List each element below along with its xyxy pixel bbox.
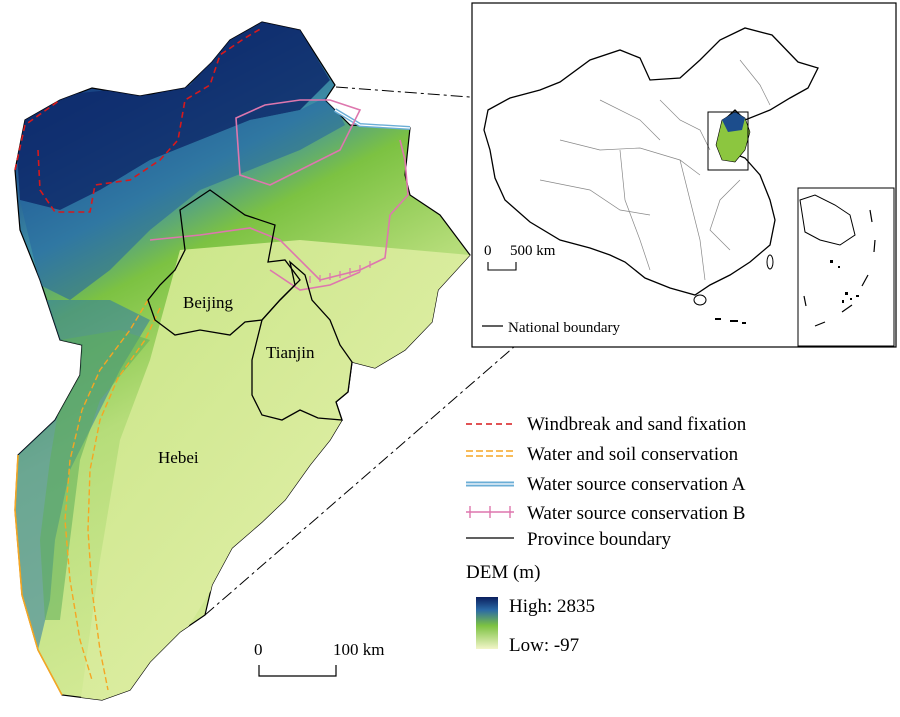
national-boundary-label: National boundary bbox=[508, 320, 621, 336]
windbreak-zone-line-west bbox=[14, 99, 61, 171]
main-scale-distance: 100 km bbox=[333, 640, 384, 659]
legend-label-water-source-a: Water source conservation A bbox=[527, 474, 746, 495]
dem-low-label: Low: -97 bbox=[509, 635, 579, 656]
inset-internal-boundaries bbox=[539, 59, 771, 281]
tianjin-boundary bbox=[251, 260, 353, 421]
south-china-sea-inset bbox=[797, 187, 895, 347]
beijing-boundary bbox=[147, 189, 301, 336]
main-scale-bar: 0 100 km bbox=[254, 640, 384, 677]
inset-map: 0 500 km National boundary bbox=[471, 2, 897, 348]
taiwan-island bbox=[766, 254, 774, 270]
water-soil-zone bbox=[14, 299, 161, 696]
water-source-a-zone bbox=[333, 108, 411, 130]
inset-scale-zero: 0 bbox=[484, 243, 492, 259]
dem-color-ramp bbox=[476, 597, 498, 649]
windbreak-zone-line bbox=[37, 27, 263, 213]
leader-line-bottom bbox=[204, 169, 719, 616]
dem-high-label: High: 2835 bbox=[509, 596, 595, 617]
legend-swatch-water-source-b bbox=[466, 506, 514, 518]
terrain-shading bbox=[15, 22, 470, 700]
legend-label-water-soil: Water and soil conservation bbox=[527, 444, 739, 465]
main-scale-zero: 0 bbox=[254, 640, 263, 659]
dem-title: DEM (m) bbox=[466, 562, 540, 583]
legend-label-windbreak: Windbreak and sand fixation bbox=[527, 414, 747, 435]
legend: Windbreak and sand fixation Water and so… bbox=[466, 414, 747, 656]
inset-small-islands bbox=[715, 318, 746, 324]
hainan-island bbox=[693, 294, 707, 306]
label-beijing: Beijing bbox=[183, 293, 234, 312]
label-tianjin: Tianjin bbox=[266, 343, 315, 362]
inset-scale-distance: 500 km bbox=[510, 243, 556, 259]
water-source-b-zone bbox=[149, 99, 409, 291]
main-map: Beijing Tianjin Hebei 0 100 km bbox=[14, 21, 471, 701]
inset-highlight-box bbox=[707, 111, 749, 171]
label-hebei: Hebei bbox=[158, 448, 199, 467]
scs-dashes bbox=[803, 209, 876, 327]
scs-islands bbox=[830, 260, 859, 303]
inset-scale-bar: 0 500 km bbox=[484, 243, 556, 271]
legend-label-province-boundary: Province boundary bbox=[527, 529, 672, 550]
legend-label-water-source-b: Water source conservation B bbox=[527, 503, 745, 524]
